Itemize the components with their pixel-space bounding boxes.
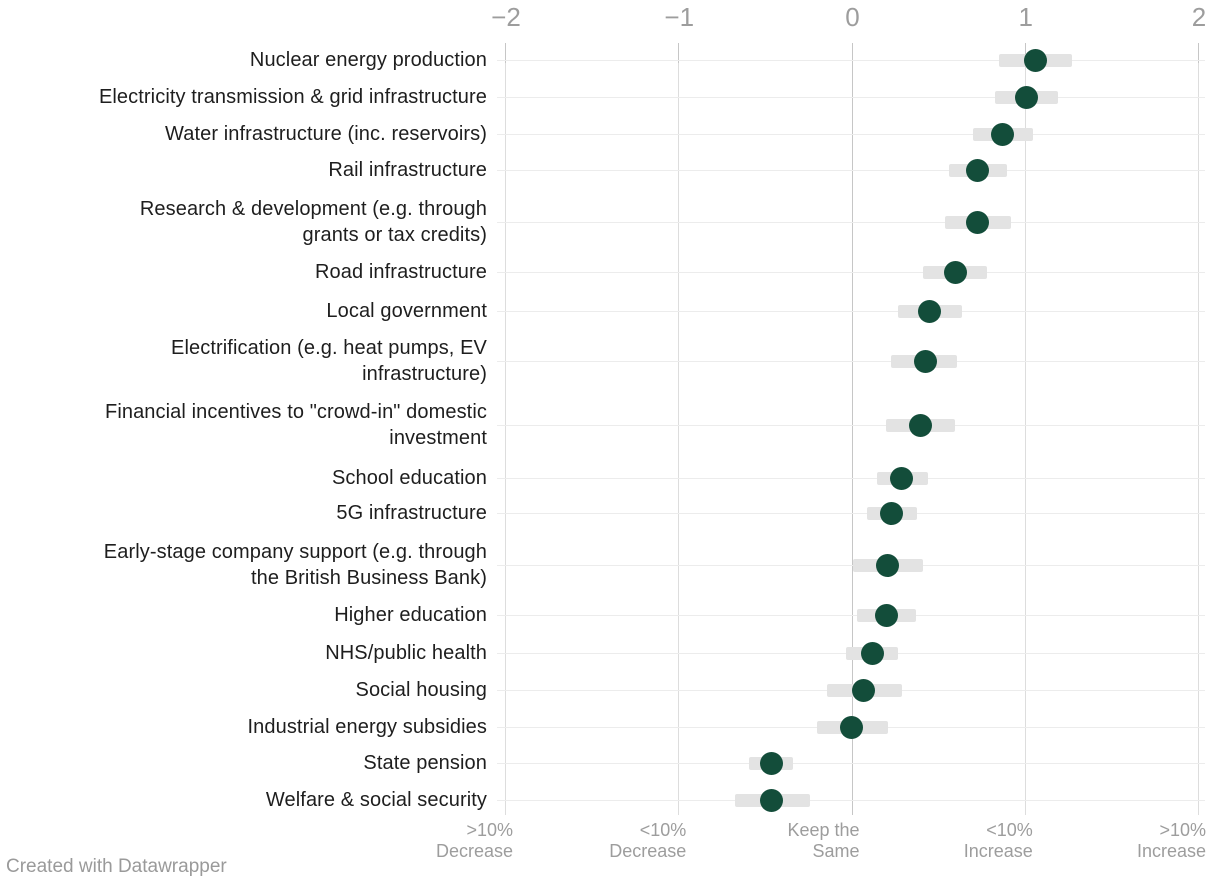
datawrapper-attribution-link[interactable]: Created with Datawrapper bbox=[6, 856, 227, 877]
x-tick-label-top: −2 bbox=[491, 2, 521, 32]
row-gridline bbox=[497, 272, 1205, 273]
row-gridline bbox=[497, 615, 1205, 616]
axis-tick-mark bbox=[678, 43, 680, 63]
data-dot bbox=[966, 158, 990, 182]
category-label: Financial incentives to "crowd-in" domes… bbox=[105, 401, 487, 449]
category-label: Rail infrastructure bbox=[328, 159, 487, 181]
category-label: NHS/public health bbox=[325, 642, 487, 664]
data-dot bbox=[840, 715, 863, 739]
row-gridline bbox=[497, 60, 1205, 61]
data-dot bbox=[1014, 85, 1038, 109]
row-gridline bbox=[497, 478, 1205, 479]
v-gridline bbox=[851, 43, 853, 815]
category-label: Welfare & social security bbox=[265, 789, 487, 811]
data-dot bbox=[914, 349, 938, 373]
data-dot bbox=[860, 641, 884, 665]
v-gridline bbox=[1198, 43, 1199, 815]
category-label: School education bbox=[331, 467, 487, 489]
x-tick-label-bottom: >10% Increase bbox=[1136, 820, 1206, 861]
row-gridline bbox=[497, 97, 1205, 98]
category-label: Early-stage company support (e.g. throug… bbox=[103, 541, 487, 589]
row-gridline bbox=[497, 763, 1205, 764]
data-dot bbox=[1023, 48, 1047, 72]
category-label: Research & development (e.g. through gran… bbox=[139, 198, 487, 246]
data-dot bbox=[760, 788, 784, 812]
category-label: Electricity transmission & grid infrastr… bbox=[98, 86, 487, 108]
category-label: Higher education bbox=[334, 604, 487, 626]
category-label: Industrial energy subsidies bbox=[247, 716, 487, 738]
v-gridline bbox=[678, 43, 680, 815]
category-label: Electrification (e.g. heat pumps, EV infr… bbox=[171, 337, 487, 385]
row-gridline bbox=[497, 311, 1205, 312]
category-label: 5G infrastructure bbox=[336, 502, 487, 524]
row-gridline bbox=[497, 222, 1205, 223]
row-gridline bbox=[497, 134, 1205, 135]
data-dot bbox=[874, 603, 898, 627]
category-label: Local government bbox=[326, 300, 487, 322]
axis-tick-mark bbox=[505, 43, 506, 63]
axis-tick-mark bbox=[1198, 43, 1199, 63]
category-label: State pension bbox=[363, 752, 487, 774]
data-dot bbox=[917, 299, 941, 323]
data-dot bbox=[876, 553, 900, 577]
data-dot bbox=[966, 210, 990, 234]
row-gridline bbox=[497, 425, 1205, 426]
x-tick-label-bottom: >10% Decrease bbox=[435, 820, 513, 861]
data-dot bbox=[879, 501, 903, 525]
x-tick-label-bottom: <10% Increase bbox=[963, 820, 1033, 861]
data-dot bbox=[990, 122, 1014, 146]
x-tick-label-top: −1 bbox=[664, 2, 695, 32]
row-gridline bbox=[497, 170, 1205, 171]
row-gridline bbox=[497, 800, 1205, 801]
x-tick-label-top: 2 bbox=[1191, 2, 1207, 32]
x-tick-label-top: 1 bbox=[1018, 2, 1033, 32]
x-tick-label-bottom: <10% Decrease bbox=[609, 820, 687, 861]
data-dot bbox=[890, 466, 914, 490]
row-gridline bbox=[497, 565, 1205, 566]
data-dot bbox=[760, 751, 784, 775]
data-dot bbox=[852, 678, 876, 702]
v-gridline bbox=[1024, 43, 1026, 815]
category-label: Social housing bbox=[355, 679, 487, 701]
data-dot bbox=[909, 413, 933, 437]
v-gridline bbox=[505, 43, 506, 815]
row-gridline bbox=[497, 361, 1205, 362]
x-tick-label-bottom: Keep the Same bbox=[787, 820, 860, 861]
data-dot bbox=[943, 260, 967, 284]
category-label: Nuclear energy production bbox=[249, 49, 487, 71]
category-label: Water infrastructure (inc. reservoirs) bbox=[164, 123, 487, 145]
row-gridline bbox=[497, 513, 1205, 514]
x-tick-label-top: 0 bbox=[845, 2, 860, 32]
category-label: Road infrastructure bbox=[315, 261, 487, 283]
